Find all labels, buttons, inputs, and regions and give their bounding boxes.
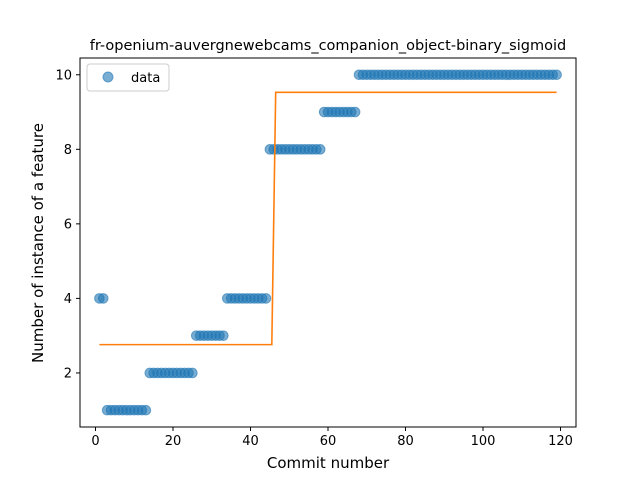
x-tick-label: 60 — [320, 434, 337, 449]
x-tick-label: 40 — [242, 434, 259, 449]
data-point — [140, 404, 152, 416]
x-axis: 0 20 40 60 80 100 120 — [91, 427, 573, 449]
y-tick-label: 6 — [64, 217, 72, 232]
y-tick-label: 10 — [55, 68, 72, 83]
x-tick-label: 80 — [397, 434, 414, 449]
x-tick-label: 100 — [471, 434, 496, 449]
y-tick-label: 4 — [64, 292, 72, 307]
plot-area — [94, 69, 562, 416]
fit-line — [99, 91, 557, 346]
data-point — [349, 106, 361, 118]
y-tick-label: 8 — [64, 143, 72, 158]
data-point — [260, 293, 272, 304]
data-point — [218, 330, 229, 341]
y-tick-label: 2 — [64, 366, 72, 381]
legend: data — [86, 63, 170, 92]
legend-box — [86, 63, 170, 92]
data-point — [97, 293, 109, 304]
data-point — [551, 69, 562, 81]
legend-label-data: data — [131, 71, 160, 86]
x-tick-label: 120 — [548, 434, 573, 449]
y-axis: 2 4 6 8 10 — [55, 68, 80, 381]
data-point — [314, 144, 326, 155]
data-point — [187, 367, 198, 379]
x-tick-label: 0 — [91, 434, 99, 449]
chart-title: fr-openium-auvergnewebcams_companion_obj… — [90, 38, 566, 54]
y-axis-label: Number of instance of a feature — [29, 123, 47, 363]
x-axis-label: Commit number — [267, 454, 390, 472]
legend-marker-data — [102, 71, 114, 83]
x-tick-label: 20 — [165, 434, 182, 449]
